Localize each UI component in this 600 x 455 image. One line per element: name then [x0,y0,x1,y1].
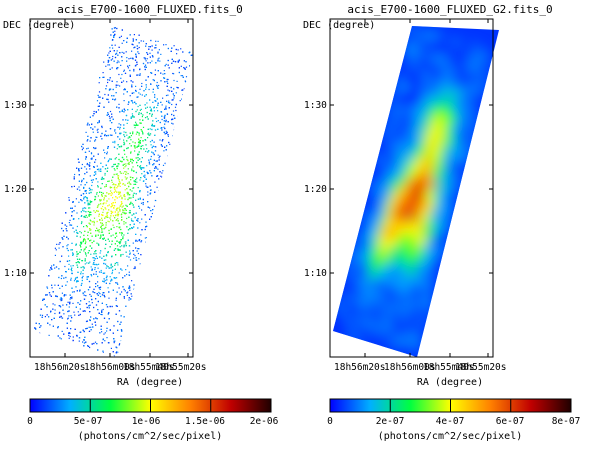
colorbar-tick-label: 5e-07 [73,416,103,427]
panel-title: acis_E700-1600_FLUXED.fits_0 [57,3,243,16]
colorbar-label: (photons/cm^2/sec/pixel) [77,431,223,442]
x-tick-label: 18h55m40s [123,362,175,373]
x-tick-label: 18h56m00s [384,362,436,373]
colorbar-tick-label: 1e-06 [131,416,161,427]
x-tick-label: 18h56m20s [334,362,386,373]
colorbar-tick-label: 6e-07 [495,416,525,427]
y-tick-label: 1:10 [4,268,27,279]
plot-frame [29,18,194,358]
y-tick-label: 1:20 [4,184,27,195]
y-axis-label: DEC (degree) [3,20,76,31]
colorbar-tick-label: 4e-07 [435,416,465,427]
colorbar-tick-label: 0 [327,416,333,427]
image-plot[interactable] [0,0,300,455]
y-tick-label: 1:10 [304,268,327,279]
x-axis-label: RA (degree) [416,377,484,388]
colorbar-tick-label: 0 [27,416,33,427]
colorbar-tick-label: 8e-07 [551,416,581,427]
image-plot[interactable] [300,0,600,455]
image-panel-raw: acis_E700-1600_FLUXED.fits_0 DEC (degree… [0,0,300,455]
axis-ticks [30,19,193,357]
x-tick-label: 18h55m40s [423,362,475,373]
y-axis-label: DEC (degree) [303,20,376,31]
y-tick-label: 1:30 [304,100,327,111]
panel-title: acis_E700-1600_FLUXED_G2.fits_0 [347,3,553,16]
x-tick-label: 18h56m00s [84,362,136,373]
colorbar-dividers [389,399,512,412]
image-panel-smoothed: acis_E700-1600_FLUXED_G2.fits_0 DEC (deg… [300,0,600,455]
x-tick-label: 18h55m20s [155,362,207,373]
y-tick-label: 1:20 [304,184,327,195]
colorbar-dividers [89,399,212,412]
image-strip [333,26,499,357]
x-tick-label: 18h55m20s [455,362,507,373]
x-tick-label: 18h56m20s [34,362,86,373]
colorbar-tick-label: 2e-07 [375,416,405,427]
image-strip [34,27,195,357]
x-axis-label: RA (degree) [116,377,184,388]
colorbar-label: (photons/cm^2/sec/pixel) [377,431,523,442]
axis-ticks [330,19,493,357]
plot-frame [329,18,494,358]
colorbar-tick-label: 1.5e-06 [184,416,226,427]
colorbar-tick-label: 2e-06 [249,416,279,427]
y-tick-label: 1:30 [4,100,27,111]
